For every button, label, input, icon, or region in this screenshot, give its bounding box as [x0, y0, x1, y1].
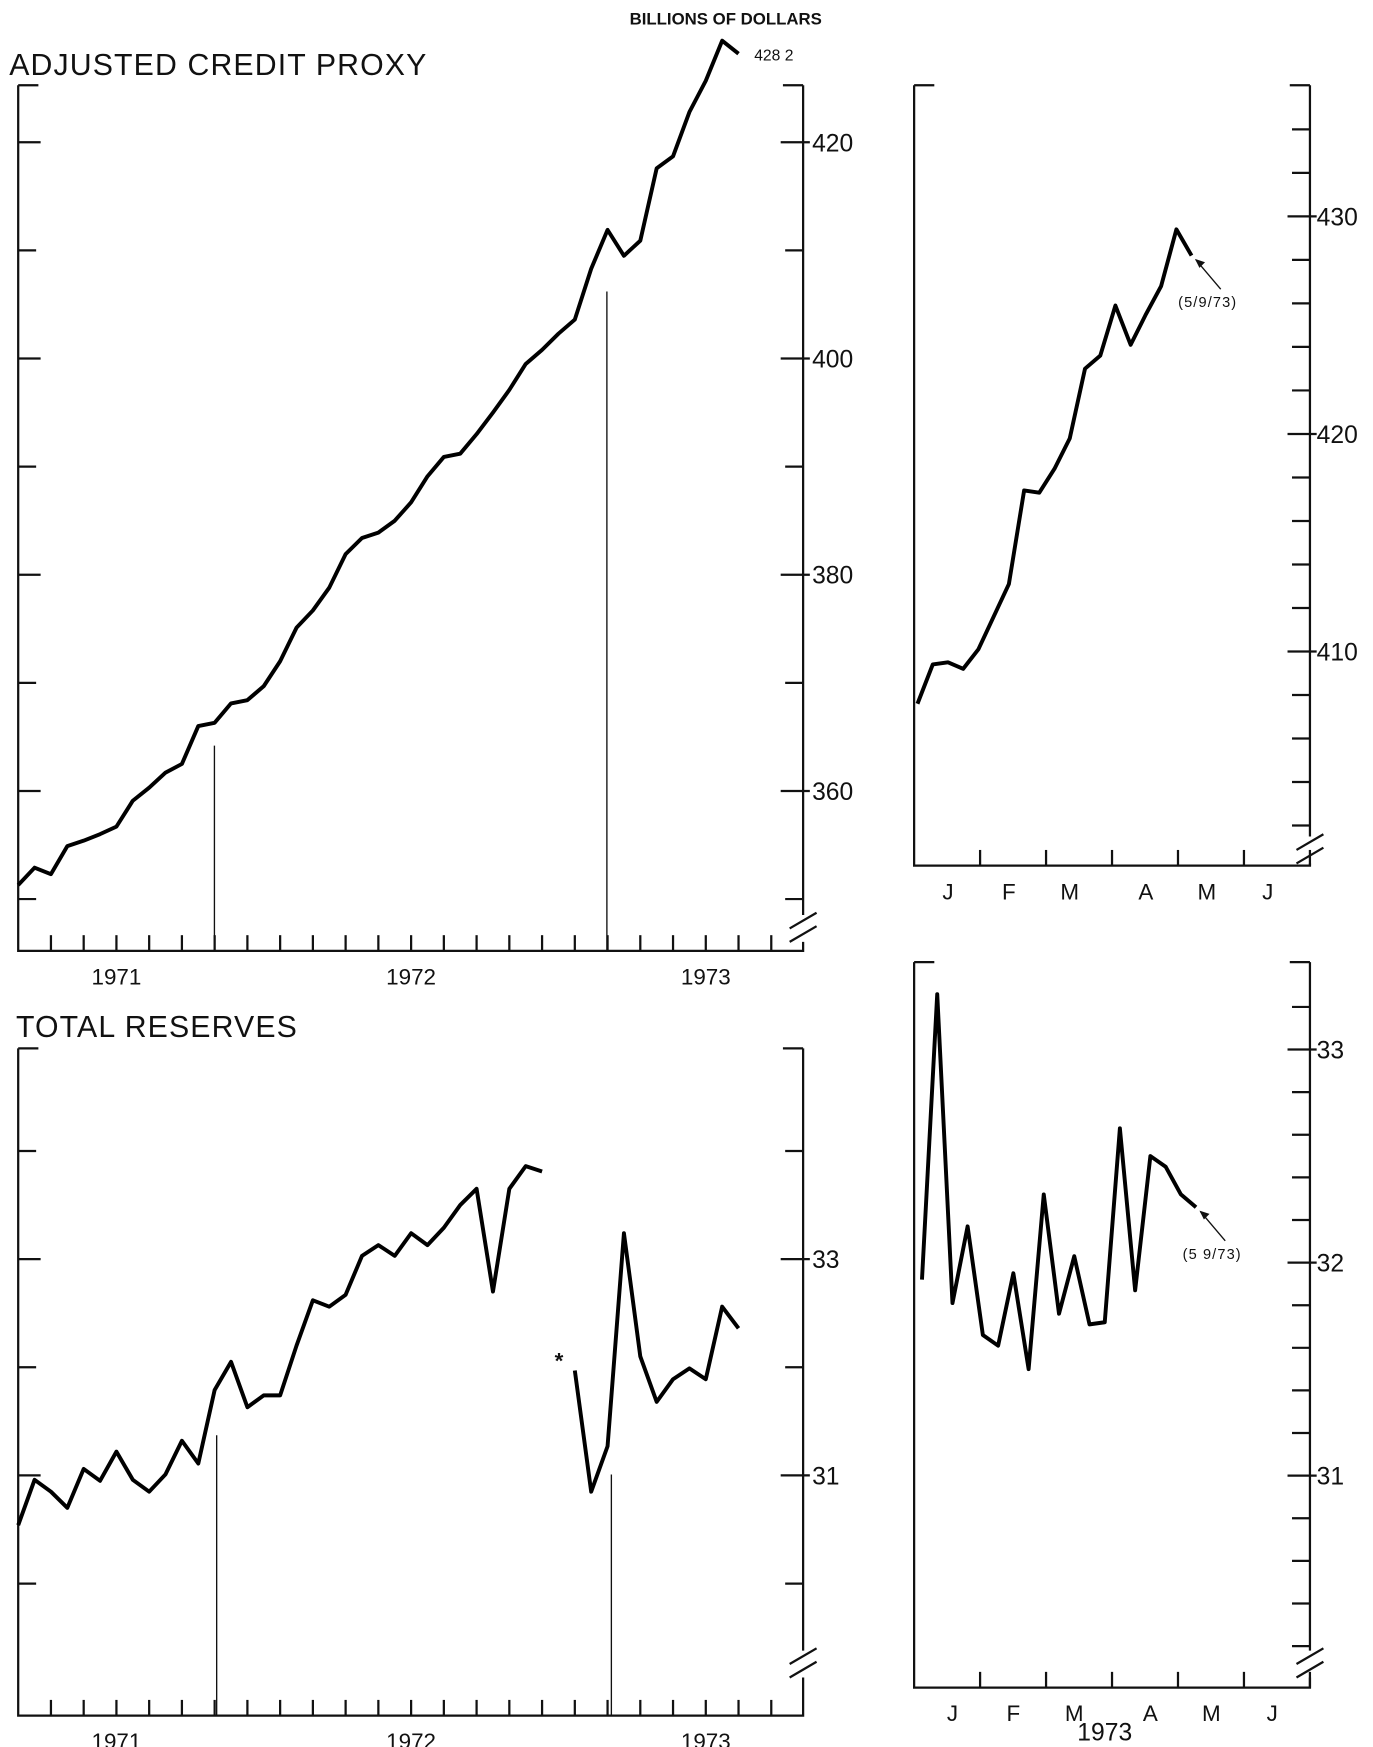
annotation-arrowhead — [1194, 258, 1206, 268]
x-tick-label: 1973 — [681, 965, 731, 990]
chart-title: TOTAL RESERVES — [16, 1011, 298, 1044]
x-tick-label: 1972 — [386, 1729, 436, 1747]
x-tick-label: 1971 — [91, 1729, 141, 1747]
x-tick-label: J — [1262, 879, 1273, 904]
x-tick-label: A — [1138, 879, 1153, 904]
axis-frame — [17, 1047, 805, 1717]
data-line — [920, 992, 1198, 1372]
units-label: BILLIONS OF DOLLARS — [630, 10, 822, 29]
axis-break — [789, 1647, 818, 1679]
y-tick-label: 33 — [1317, 1038, 1344, 1065]
y-tick-label: 410 — [1317, 639, 1358, 666]
annotation: (5 9/73) — [1183, 1247, 1242, 1263]
annotation: 428 2 — [754, 47, 793, 64]
annotation-arrowhead — [1199, 1210, 1210, 1220]
annotation: (5/9/73) — [1178, 295, 1237, 311]
x-tick-label: J — [942, 879, 953, 904]
data-line — [915, 227, 1194, 705]
y-tick-label: 430 — [1317, 204, 1358, 231]
y-tick-label: 420 — [812, 130, 853, 157]
axis-break — [789, 911, 818, 943]
x-tick-label: J — [947, 1701, 958, 1726]
axis-frame — [913, 960, 1312, 1689]
data-line — [16, 1164, 741, 1526]
axis-break — [1295, 1647, 1324, 1679]
x-tick-label: M — [1060, 879, 1079, 904]
axis-frame — [913, 84, 1312, 867]
x-tick-label: 1972 — [386, 965, 436, 990]
x-tick-label: M — [1202, 1701, 1221, 1726]
y-tick-label: 360 — [812, 779, 853, 806]
x-tick-label: 1971 — [91, 965, 141, 990]
x-tick-label: J — [1267, 1701, 1278, 1726]
chart-title: ADJUSTED CREDIT PROXY — [9, 49, 427, 82]
y-tick-label: 380 — [812, 563, 853, 590]
x-tick-label: 1973 — [681, 1729, 731, 1747]
x-tick-label: M — [1197, 879, 1216, 904]
axis-frame — [17, 84, 805, 952]
x-tick-label: F — [1006, 1701, 1020, 1726]
x-tick-label: M — [1065, 1701, 1084, 1726]
y-tick-label: 31 — [1317, 1464, 1344, 1491]
x-tick-label: F — [1002, 879, 1016, 904]
y-tick-label: 32 — [1317, 1251, 1344, 1278]
x-tick-label: A — [1143, 1701, 1158, 1726]
x-axis-label: 1973 — [1077, 1719, 1132, 1746]
data-line — [16, 38, 740, 887]
y-tick-label: 420 — [1317, 422, 1358, 449]
annotation: * — [555, 1348, 564, 1373]
y-tick-label: 400 — [812, 346, 853, 373]
y-tick-label: 33 — [812, 1247, 839, 1274]
y-tick-label: 31 — [812, 1463, 839, 1490]
